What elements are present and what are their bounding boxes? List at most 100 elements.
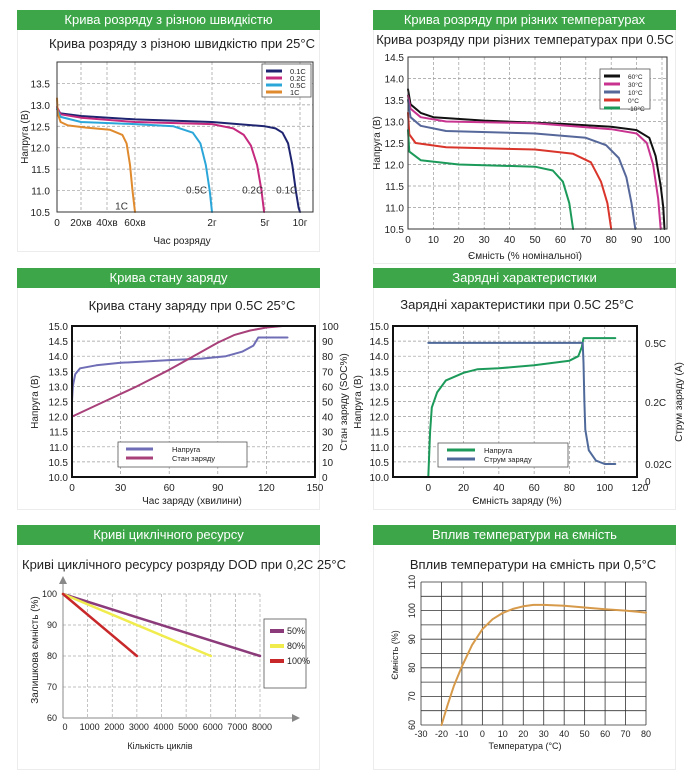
- curve-annotation: 0.5C: [186, 186, 207, 197]
- y-tick-label: 14.0: [385, 75, 405, 86]
- y-tick-label: 11.0: [31, 187, 50, 198]
- y-axis-label: Напруга (В): [30, 375, 41, 429]
- x-tick-label: 30: [479, 235, 491, 246]
- series-line--10°C: [407, 129, 575, 230]
- y-right-tick-label: 0.02C: [645, 460, 672, 471]
- y-right-tick-label: 50: [322, 398, 334, 409]
- x-axis-label: Температура (°C): [488, 741, 561, 751]
- x-tick-label: 120: [632, 483, 649, 494]
- x-tick-label: 100: [596, 483, 613, 494]
- x-tick-label: 40: [504, 235, 516, 246]
- panel-discharge-temperature: [373, 10, 676, 264]
- y-tick-label: 12.0: [31, 144, 51, 155]
- x-tick-label: 60: [600, 729, 610, 739]
- x-tick-label: 1000: [80, 722, 100, 732]
- x-tick-label: 70: [580, 235, 592, 246]
- x-axis-label: Кількість циклів: [127, 741, 192, 751]
- chart-title: Зарядні характеристики при 0.5C 25°C: [400, 297, 634, 312]
- y-tick-label: 12.0: [370, 413, 390, 424]
- y-tick-label: 10.5: [49, 458, 69, 469]
- x-tick-label: 60: [555, 235, 567, 246]
- panel-header: Крива стану заряду: [17, 268, 320, 288]
- x-tick-label: 100: [654, 235, 671, 246]
- legend-label: Струм заряду: [484, 455, 532, 464]
- x-tick-label: 2000: [104, 722, 124, 732]
- x-tick-label: 0: [54, 218, 60, 229]
- y-tick-label: 10.5: [385, 225, 405, 236]
- y-right-tick-label: 0: [645, 477, 651, 488]
- y-tick-label: 70: [407, 691, 417, 701]
- x-tick-label: 7000: [227, 722, 247, 732]
- y-tick-label: 14.5: [370, 337, 390, 348]
- x-tick-label: 0: [405, 235, 411, 246]
- y-right-axis-label: Стан заряду (SOC%): [339, 353, 350, 450]
- x-tick-label: 50: [529, 235, 541, 246]
- x-tick-label: 20: [518, 729, 528, 739]
- y-tick-label: 12.5: [31, 122, 51, 133]
- legend-label: Напруга: [484, 446, 513, 455]
- panel-header: Криві циклічного ресурсу: [17, 525, 320, 545]
- y-tick-label: 13.0: [370, 382, 390, 393]
- legend-label: -10°C: [628, 105, 645, 113]
- plot-frame: [56, 61, 314, 213]
- x-tick-label: 0: [69, 483, 75, 494]
- x-tick-label: 90: [212, 483, 224, 494]
- y-tick-label: 110: [407, 575, 417, 589]
- y-right-tick-label: 0.2C: [645, 398, 666, 409]
- y-tick-label: 11.0: [370, 443, 389, 454]
- x-tick-label: 60: [164, 483, 176, 494]
- panel-header: Вплив температури на ємність: [373, 525, 676, 545]
- y-right-tick-label: 100: [322, 322, 339, 333]
- x-tick-label: 80: [564, 483, 576, 494]
- panel-header: Крива розряду при різних температурах: [373, 10, 676, 30]
- y-axis-label: Залишкова ємність (%): [30, 596, 41, 703]
- y-tick-label: 11.0: [49, 443, 68, 454]
- y-tick-label: 13.0: [385, 118, 405, 129]
- y-tick-label: 15.0: [370, 322, 390, 333]
- x-tick-label: 4000: [153, 722, 173, 732]
- legend-label: 60°C: [628, 73, 643, 81]
- x-tick-label: 0: [480, 729, 485, 739]
- y-axis-arrow-icon: [59, 576, 67, 584]
- y-right-tick-label: 0: [322, 473, 328, 484]
- y-tick-label: 14.0: [49, 352, 69, 363]
- y-tick-label: 14.5: [49, 337, 69, 348]
- y-right-tick-label: 20: [322, 443, 334, 454]
- legend-label: 0°C: [628, 97, 639, 105]
- y-tick-label: 100: [42, 589, 57, 599]
- y-axis-label: Напруга (В): [372, 116, 383, 170]
- x-tick-label: 10г: [293, 218, 308, 229]
- x-tick-label: 8000: [252, 722, 272, 732]
- x-tick-label: 30: [539, 729, 549, 739]
- y-right-tick-label: 10: [322, 458, 334, 469]
- curve-annotation: 1C: [115, 201, 128, 212]
- legend-label: 100%: [287, 656, 310, 666]
- x-tick-label: 6000: [203, 722, 223, 732]
- y-tick-label: 10.5: [370, 458, 390, 469]
- legend-label: 30°C: [628, 81, 643, 89]
- y-tick-label: 13.5: [31, 79, 51, 90]
- x-tick-label: 10: [428, 235, 440, 246]
- y-tick-label: 11.0: [385, 204, 404, 215]
- series-line-60°C: [407, 88, 666, 230]
- legend-box: [117, 441, 248, 468]
- y-tick-label: 13.5: [385, 96, 405, 107]
- y-tick-label: 13.5: [49, 367, 69, 378]
- x-tick-label: 80: [641, 729, 651, 739]
- y-tick-label: 10.5: [31, 208, 51, 219]
- x-axis-label: Ємність заряду (%): [472, 496, 562, 507]
- panel-soc-curve: [17, 268, 320, 510]
- y-right-axis-label: Струм заряду (А): [674, 362, 685, 442]
- y-tick-label: 12.0: [49, 413, 69, 424]
- y-tick-label: 90: [47, 620, 57, 630]
- y-tick-label: 12.5: [385, 139, 405, 150]
- y-tick-label: 14.0: [370, 352, 390, 363]
- y-tick-label: 15.0: [49, 322, 69, 333]
- x-tick-label: 3000: [129, 722, 149, 732]
- y-right-tick-label: 30: [322, 428, 334, 439]
- legend-label: Стан заряду: [172, 454, 215, 463]
- series-line-Напруга: [71, 336, 289, 403]
- y-tick-label: 13.0: [31, 101, 51, 112]
- curve-annotation: 0.2C: [242, 186, 263, 197]
- y-tick-label: 13.0: [49, 382, 69, 393]
